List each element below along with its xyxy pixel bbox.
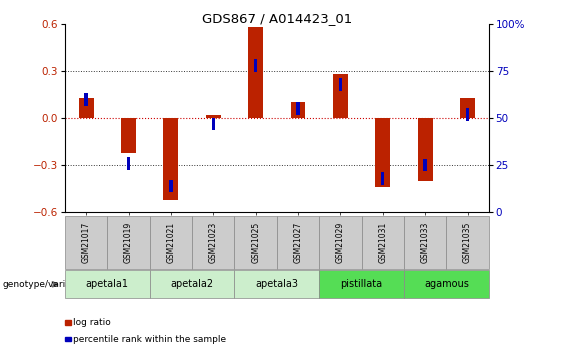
Bar (248, 27, 263, 118)
Text: percentile rank within the sample: percentile rank within the sample (73, 335, 226, 344)
Bar (85, 93, 88, 106)
Bar (418, 118, 433, 181)
Text: apetala1: apetala1 (86, 279, 129, 289)
Text: GSM21031: GSM21031 (379, 222, 387, 263)
Bar (339, 78, 342, 91)
Text: GSM21027: GSM21027 (294, 222, 302, 263)
Bar (127, 157, 131, 169)
Bar (170, 180, 173, 192)
Text: log ratio: log ratio (73, 318, 111, 327)
Text: GSM21025: GSM21025 (251, 222, 260, 263)
Text: pistillata: pistillata (341, 279, 383, 289)
Bar (121, 118, 136, 152)
Bar (254, 59, 258, 72)
Bar (206, 115, 221, 118)
Bar (79, 98, 94, 118)
Text: agamous: agamous (424, 279, 469, 289)
Bar (290, 102, 306, 118)
Bar (297, 102, 299, 115)
Text: apetala3: apetala3 (255, 279, 298, 289)
Bar (375, 118, 390, 187)
Bar (424, 159, 427, 171)
Text: GSM21029: GSM21029 (336, 222, 345, 263)
Text: genotype/variation: genotype/variation (3, 280, 89, 289)
Bar (333, 74, 348, 118)
Text: GSM21019: GSM21019 (124, 222, 133, 263)
Bar (466, 108, 470, 121)
Bar (211, 118, 215, 130)
Text: GSM21017: GSM21017 (82, 222, 90, 263)
Text: GSM21023: GSM21023 (209, 222, 218, 263)
Bar (381, 172, 384, 185)
Text: GSM21035: GSM21035 (463, 222, 472, 263)
Text: GSM21021: GSM21021 (167, 222, 175, 263)
Text: GDS867 / A014423_01: GDS867 / A014423_01 (202, 12, 352, 25)
Text: GSM21033: GSM21033 (421, 222, 429, 263)
Bar (163, 118, 179, 200)
Bar (460, 98, 475, 118)
Text: apetala2: apetala2 (171, 279, 214, 289)
